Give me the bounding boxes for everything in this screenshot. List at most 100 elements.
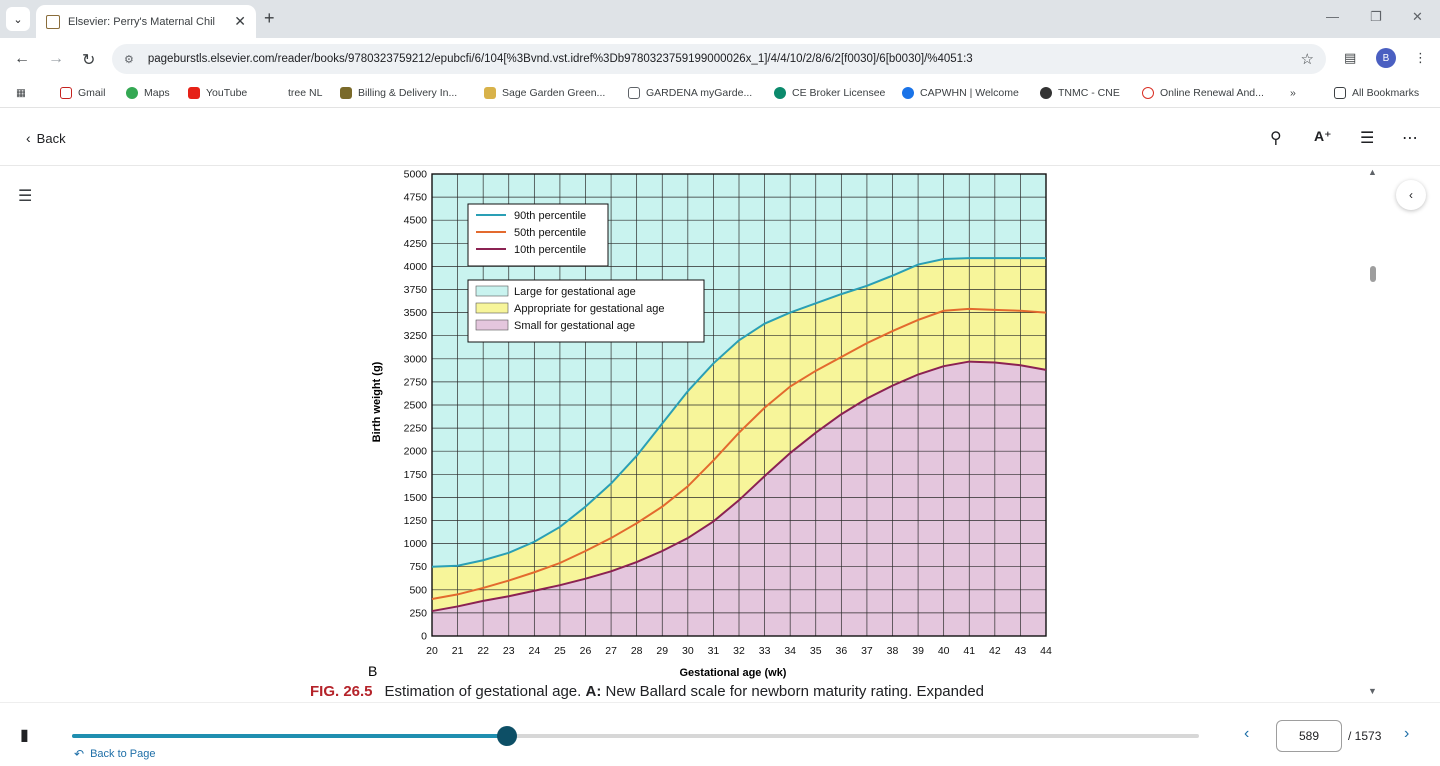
new-tab-button[interactable]: + <box>264 8 275 28</box>
x-tick-label: 40 <box>938 645 950 657</box>
y-tick-label: 4750 <box>404 192 428 204</box>
scroll-down-icon[interactable]: ▼ <box>1368 686 1377 696</box>
browser-tab-active[interactable]: Elsevier: Perry's Maternal Chil ✕ <box>36 5 256 38</box>
star-icon[interactable]: ☆ <box>1300 51 1314 68</box>
previous-page-icon[interactable]: ‹ <box>1244 725 1250 742</box>
x-tick-label: 23 <box>503 645 515 657</box>
bookmark-capwhn[interactable]: CAPWHN | Welcome <box>902 87 1019 99</box>
next-page-icon[interactable]: › <box>1404 725 1410 742</box>
legend-zone-entry: Small for gestational age <box>514 320 635 332</box>
scrollbar-thumb[interactable] <box>1370 266 1376 282</box>
y-tick-label: 750 <box>409 561 427 573</box>
folder-icon <box>1334 87 1346 99</box>
x-tick-label: 20 <box>426 645 438 657</box>
y-tick-label: 4250 <box>404 238 428 250</box>
bookmark-ce-broker[interactable]: CE Broker Licensee <box>774 87 885 99</box>
legend-zone-entry: Large for gestational age <box>514 286 636 298</box>
book-favicon-icon <box>46 14 60 29</box>
bookmark-list-icon[interactable]: ☰ <box>1360 130 1375 147</box>
legend-entry: 10th percentile <box>514 244 586 256</box>
page-icon <box>628 87 640 99</box>
back-to-page-link[interactable]: ↶ Back to Page <box>74 747 156 761</box>
y-tick-label: 1000 <box>404 538 428 550</box>
page-number-input[interactable] <box>1276 720 1342 752</box>
chevron-down-icon: ⌄ <box>13 13 23 26</box>
kebab-menu-icon[interactable]: ⋮ <box>1414 50 1427 65</box>
slider-handle[interactable] <box>497 726 518 746</box>
y-tick-label: 1250 <box>404 515 428 527</box>
x-tick-label: 44 <box>1040 645 1052 657</box>
x-tick-label: 32 <box>733 645 745 657</box>
x-tick-label: 37 <box>861 645 873 657</box>
reader-header: ‹ Back ⚲ A⁺ ☰ ⋯ <box>0 108 1440 166</box>
y-tick-label: 1750 <box>404 469 428 481</box>
bookmark-billing[interactable]: Billing & Delivery In... <box>340 87 457 99</box>
search-icon[interactable]: ⚲ <box>1270 130 1282 147</box>
bookmark-youtube[interactable]: YouTube <box>188 87 247 99</box>
birth-weight-chart: 0 250 500 750 1000 1250 1500 1750 2000 2250 2500 27… <box>368 169 1052 680</box>
text-size-icon[interactable]: A⁺ <box>1314 128 1332 144</box>
x-tick-label: 36 <box>835 645 847 657</box>
back-to-page-label: Back to Page <box>90 748 156 760</box>
bookmark-tree-nl[interactable]: tree NL <box>288 87 323 99</box>
profile-avatar[interactable]: B <box>1376 48 1396 68</box>
page-progress-slider[interactable] <box>72 726 1199 746</box>
tab-search-button[interactable]: ⌄ <box>6 7 30 31</box>
url-text[interactable]: pageburstls.elsevier.com/reader/books/97… <box>147 53 973 65</box>
x-tick-label: 22 <box>477 645 489 657</box>
caption-text-start: Estimation of gestational age. <box>384 683 586 700</box>
figure-number: FIG. 26.5 <box>310 683 373 700</box>
y-tick-label: 2750 <box>404 376 428 388</box>
x-tick-label: 28 <box>631 645 643 657</box>
address-bar[interactable]: ⚙ pageburstls.elsevier.com/reader/books/… <box>112 44 1326 74</box>
y-tick-label: 0 <box>421 631 427 643</box>
caption-bold-letter: A: <box>585 683 602 700</box>
bookmark-sage-garden[interactable]: Sage Garden Green... <box>484 87 605 99</box>
site-info-icon[interactable]: ⚙ <box>124 53 134 66</box>
legend-zone-swatch <box>475 302 509 314</box>
reload-icon[interactable]: ↻ <box>82 52 96 69</box>
plot-frame <box>431 173 1047 637</box>
series-line-10th <box>431 360 1047 613</box>
y-tick-label: 3750 <box>404 284 428 296</box>
tab-title: Elsevier: Perry's Maternal Chil <box>68 15 215 28</box>
youtube-icon <box>188 87 200 99</box>
extension-icon[interactable]: ▤ <box>1344 50 1357 65</box>
bookmark-icon[interactable]: ▮ <box>20 727 29 744</box>
bookmark-tnmc[interactable]: TNMC - CNE <box>1040 87 1120 99</box>
forward-arrow-icon[interactable]: → <box>48 50 64 67</box>
x-tick-label: 30 <box>682 645 694 657</box>
close-window-icon[interactable]: ✕ <box>1412 9 1423 24</box>
y-tick-label: 500 <box>409 584 427 596</box>
x-tick-label: 35 <box>810 645 822 657</box>
figure-panel-letter: B <box>368 663 377 679</box>
back-arrow-icon[interactable]: ← <box>14 50 30 67</box>
page-total: / 1573 <box>1348 729 1382 743</box>
apps-grid-icon[interactable]: ▦ <box>16 87 26 99</box>
folder-icon <box>484 87 496 99</box>
scroll-up-icon[interactable]: ▲ <box>1368 167 1377 177</box>
undo-arrow-icon: ↶ <box>74 747 85 761</box>
bookmark-gardena[interactable]: GARDENA myGarde... <box>628 87 752 99</box>
bookmark-maps[interactable]: Maps <box>126 87 170 99</box>
bookmark-gmail[interactable]: Gmail <box>60 87 105 99</box>
x-tick-label: 31 <box>708 645 720 657</box>
x-tick-label: 39 <box>912 645 924 657</box>
back-label: Back <box>36 130 66 146</box>
y-tick-label: 4500 <box>404 215 428 227</box>
minimize-icon[interactable]: — <box>1326 9 1339 24</box>
all-bookmarks-button[interactable]: All Bookmarks <box>1334 87 1419 99</box>
x-tick-label: 29 <box>656 645 668 657</box>
more-options-icon[interactable]: ⋯ <box>1402 130 1418 147</box>
more-bookmarks-button[interactable]: » <box>1290 87 1296 99</box>
y-tick-label: 3500 <box>404 307 428 319</box>
legend-entry: 50th percentile <box>514 227 586 239</box>
restore-icon[interactable]: ❐ <box>1370 9 1382 24</box>
back-button[interactable]: ‹ Back <box>26 130 66 146</box>
close-icon[interactable]: ✕ <box>234 13 246 29</box>
bookmark-online-renewal[interactable]: Online Renewal And... <box>1142 87 1264 99</box>
browser-toolbar: ← → ↻ ⚙ pageburstls.elsevier.com/reader/… <box>0 38 1440 80</box>
series-line-90th <box>431 257 1046 568</box>
side-panel-toggle[interactable]: ‹ <box>1396 180 1426 210</box>
table-of-contents-icon[interactable]: ☰ <box>18 188 33 205</box>
